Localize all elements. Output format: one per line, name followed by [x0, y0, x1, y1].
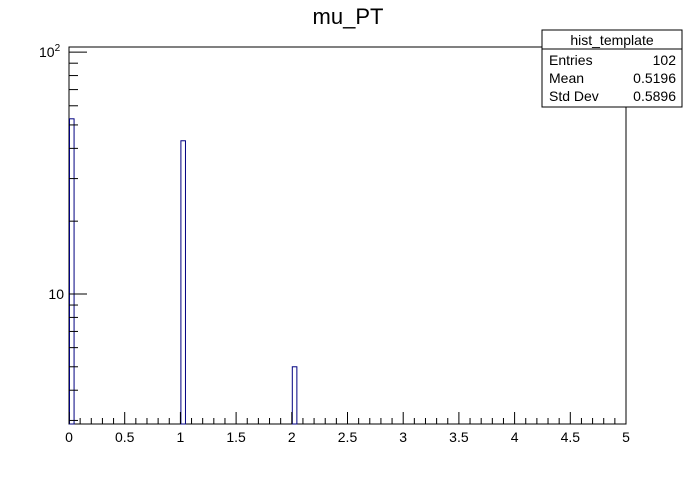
x-tick-label: 3 — [399, 429, 407, 445]
x-tick-label: 0 — [65, 429, 73, 445]
x-tick-label: 0.5 — [115, 429, 135, 445]
y-tick-label: 102 — [39, 43, 61, 60]
x-tick-label: 3.5 — [449, 429, 469, 445]
x-tick-label: 5 — [622, 429, 630, 445]
histogram-bar — [291, 366, 298, 425]
stats-stddev-value: 0.5896 — [633, 88, 676, 104]
stats-box-title: hist_template — [570, 32, 653, 48]
stats-box: hist_template Entries 102 Mean 0.5196 St… — [541, 29, 683, 108]
x-tick-label: 2.5 — [338, 429, 358, 445]
x-tick-label: 4 — [511, 429, 519, 445]
histogram-bar — [180, 140, 186, 425]
stats-mean-value: 0.5196 — [633, 70, 676, 86]
x-tick-label: 4.5 — [561, 429, 581, 445]
stats-entries-label: Entries — [549, 52, 593, 68]
stats-box-frame — [541, 29, 683, 108]
y-tick-label: 10 — [48, 286, 64, 302]
histogram-bar — [69, 118, 75, 425]
stats-stddev-label: Std Dev — [549, 88, 599, 104]
chart-title: mu_PT — [313, 4, 384, 29]
stats-entries-value: 102 — [653, 52, 677, 68]
stats-mean-label: Mean — [549, 70, 584, 86]
y-axis: 10 102 — [39, 43, 87, 421]
bars-group — [69, 118, 298, 425]
x-tick-label: 1.5 — [226, 429, 246, 445]
x-tick-label: 1 — [177, 429, 185, 445]
x-tick-label: 2 — [288, 429, 296, 445]
x-axis: 0 0.5 1 1.5 2 2.5 3 3.5 4 4.5 5 — [65, 412, 630, 445]
